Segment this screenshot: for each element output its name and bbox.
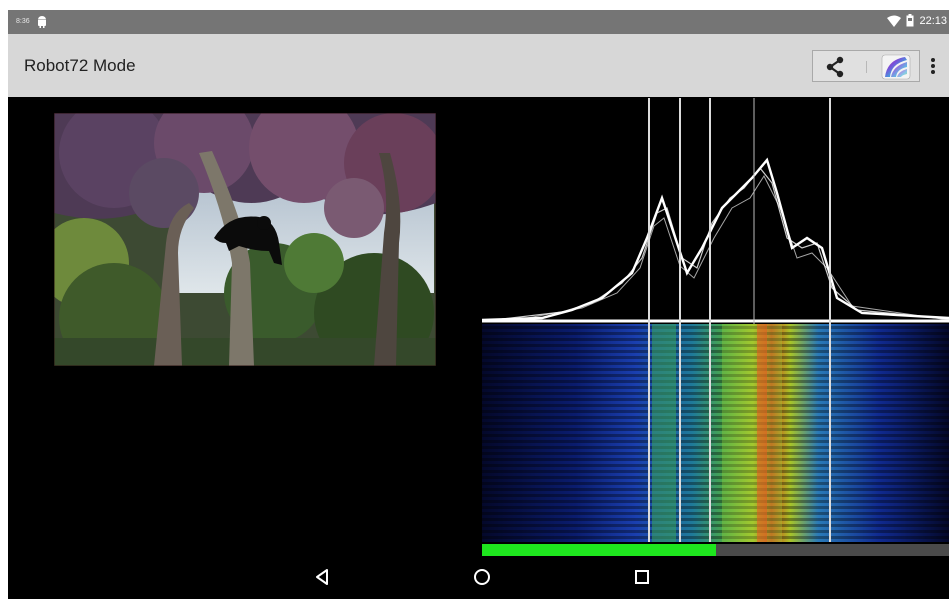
spectrum-waterfall (482, 98, 949, 542)
overflow-menu-icon[interactable] (926, 56, 940, 76)
action-divider (866, 61, 867, 73)
app-logo-icon[interactable] (881, 54, 911, 80)
share-icon[interactable] (823, 55, 847, 79)
recents-icon[interactable] (632, 567, 652, 587)
decode-progress-bar (482, 544, 949, 556)
received-image (54, 113, 436, 366)
navigation-bar (8, 556, 949, 599)
home-icon[interactable] (472, 567, 492, 587)
status-bar: 8:36 22:13 (8, 10, 949, 34)
back-icon[interactable] (312, 567, 332, 587)
android-icon (37, 16, 46, 28)
app-window: 8:36 22:13 Robot72 Mode (8, 10, 949, 599)
page-title: Robot72 Mode (24, 56, 136, 75)
decode-progress-fill (482, 544, 716, 556)
status-clock: 22:13 (919, 14, 947, 27)
action-group (812, 50, 920, 82)
status-left-text: 8:36 (16, 18, 30, 25)
battery-icon (906, 14, 914, 27)
app-bar: Robot72 Mode (8, 34, 949, 97)
wifi-icon (887, 15, 902, 27)
